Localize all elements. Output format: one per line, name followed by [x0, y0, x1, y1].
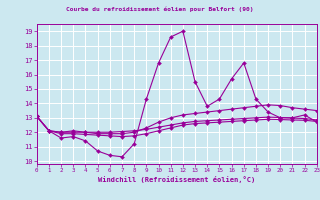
Text: Courbe du refroidissement éolien pour Belfort (90): Courbe du refroidissement éolien pour Be… — [66, 6, 254, 11]
X-axis label: Windchill (Refroidissement éolien,°C): Windchill (Refroidissement éolien,°C) — [98, 176, 255, 183]
